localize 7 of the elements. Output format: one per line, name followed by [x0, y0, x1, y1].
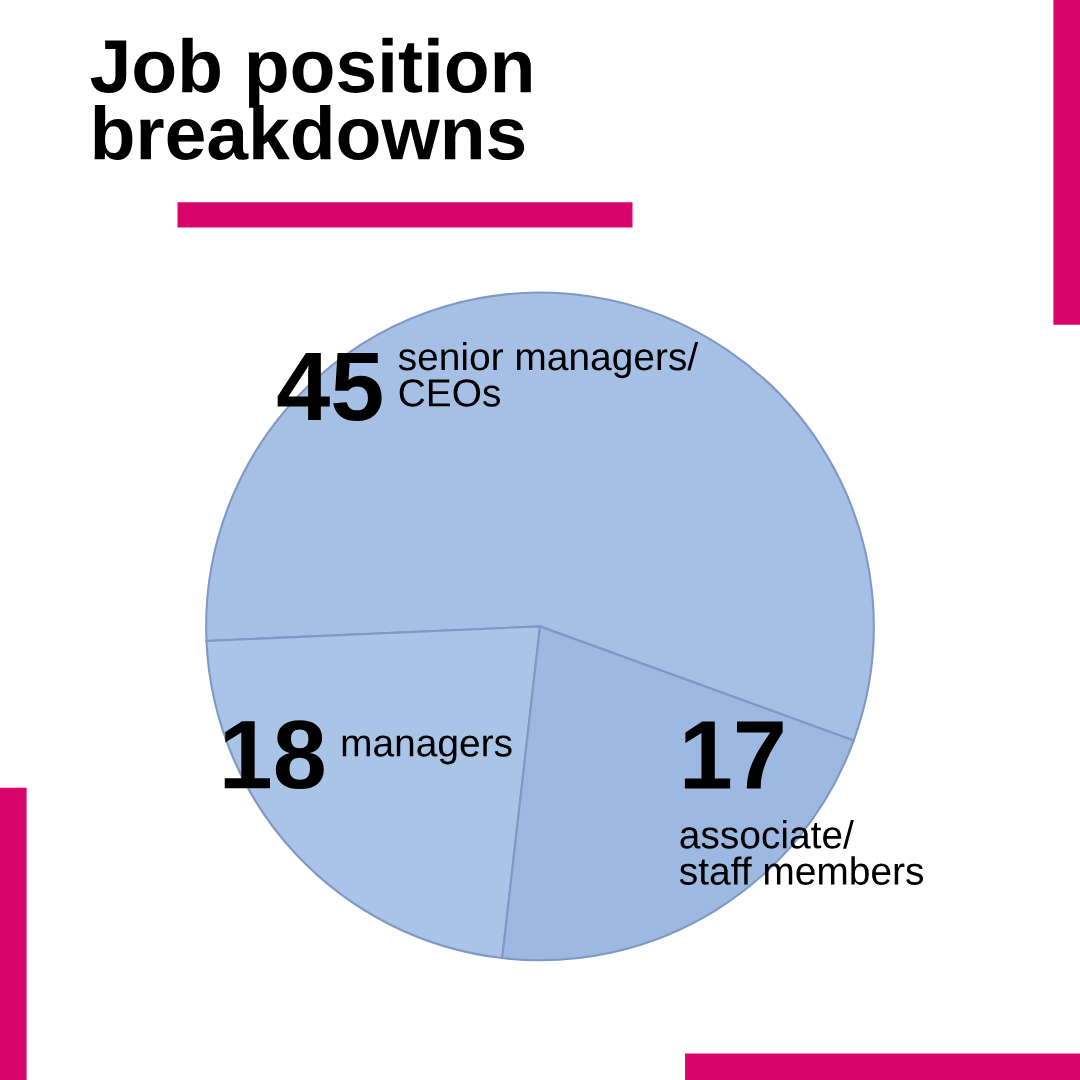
- slice-label: managers: [342, 735, 512, 765]
- data-label: 18: [224, 720, 324, 790]
- slice-label: associate/ staff members: [679, 820, 924, 885]
- chart-title: Job position breakdowns: [90, 37, 531, 161]
- data-label: 17: [684, 721, 783, 789]
- data-label: 45: [277, 353, 382, 421]
- slice-label: senior managers/ CEOs: [398, 341, 699, 407]
